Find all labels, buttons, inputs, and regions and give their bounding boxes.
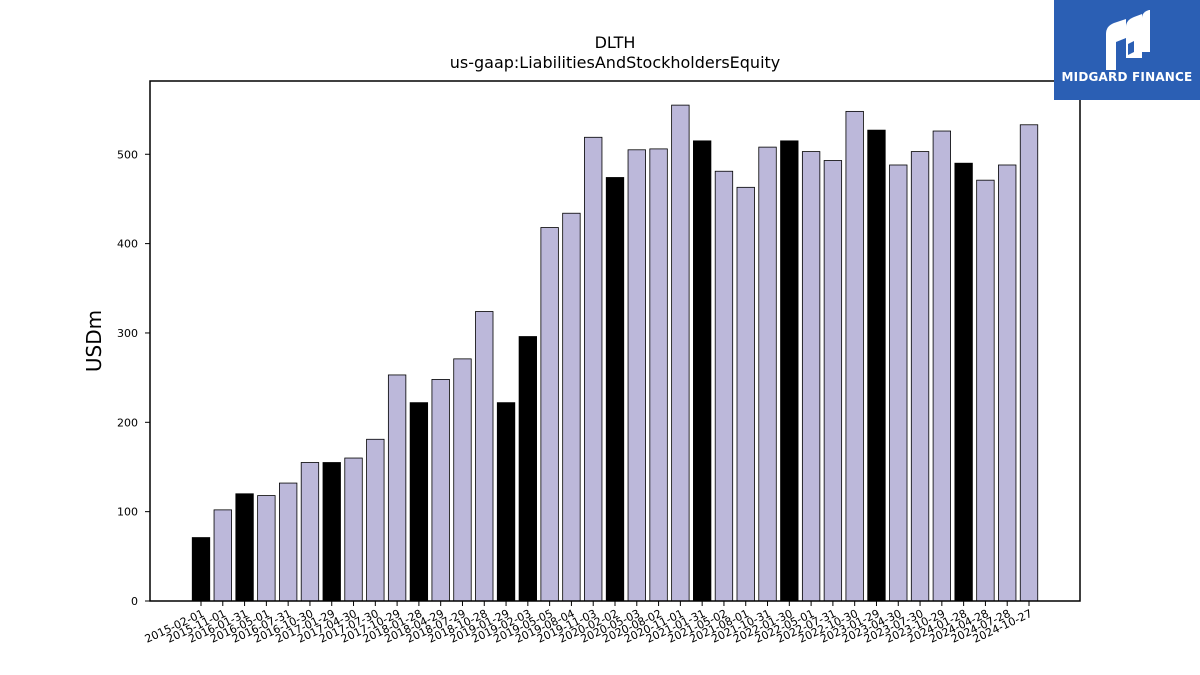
chart-subtitle: us-gaap:LiabilitiesAndStockholdersEquity: [450, 53, 781, 72]
bar-2017-10-29: [387, 374, 407, 602]
bar-2024-04-28: [976, 179, 995, 602]
bar-2020-05-03: [627, 149, 646, 602]
y-axis-ticks: 0 100 200 300 400 500: [117, 148, 150, 608]
bar-2020-02-02: [605, 177, 625, 602]
bar-2019-02-03: [518, 336, 537, 602]
bar-2021-10-31: [758, 146, 777, 602]
bar-2020-08-02: [649, 148, 668, 602]
bar-2019-11-03: [584, 136, 603, 602]
bar-2019-01-29: [496, 402, 516, 602]
midgard-logo-icon: [1106, 10, 1150, 70]
midgard-finance-logo: MIDGARD FINANCE: [1054, 0, 1200, 100]
y-tick-label: 0: [131, 595, 138, 608]
chart-title: DLTH: [595, 33, 636, 52]
bar-2017-07-30: [366, 438, 385, 602]
bar-2024-07-28: [998, 164, 1017, 602]
y-tick-label: 300: [117, 327, 138, 340]
bar-2018-04-29: [431, 379, 450, 602]
y-tick-label: 400: [117, 238, 138, 251]
bar-2017-01-29: [322, 462, 341, 602]
bar-2023-07-30: [910, 151, 930, 602]
bar-2022-07-31: [823, 160, 843, 602]
bar-2015-11-01: [213, 509, 232, 602]
bar-2015-02-01: [191, 537, 211, 602]
y-tick-label: 500: [117, 148, 138, 161]
y-tick-label: 100: [117, 506, 138, 519]
bar-2018-07-29: [453, 358, 472, 602]
bars: [191, 104, 1039, 602]
bar-2016-01-31: [235, 493, 254, 602]
bar-2016-05-01: [257, 495, 276, 602]
bar-2022-05-01: [801, 151, 821, 602]
logo-text: MIDGARD FINANCE: [1061, 70, 1193, 84]
bar-2019-08-04: [562, 212, 581, 602]
bar-2021-08-01: [736, 186, 755, 602]
x-axis-ticks: 2015-02-012015-11-012016-01-312016-05-01…: [143, 601, 1034, 646]
bar-2024-10-27: [1019, 124, 1039, 602]
bar-2016-10-30: [300, 462, 320, 602]
bar-2023-10-29: [932, 130, 951, 602]
y-axis-label: USDm: [82, 310, 106, 372]
bar-2023-04-30: [889, 164, 908, 602]
bar-2019-05-05: [540, 227, 559, 602]
bar-2016-07-31: [279, 482, 298, 602]
bar-2018-01-28: [409, 402, 429, 602]
bar-2017-04-30: [344, 457, 363, 602]
bar-2021-05-02: [714, 170, 734, 602]
bar-2022-10-30: [845, 110, 864, 602]
plot-frame: [149, 80, 1081, 602]
bar-2023-01-29: [867, 129, 886, 602]
y-tick-label: 200: [117, 416, 138, 429]
bar-2024-01-28: [954, 162, 973, 602]
bar-2021-01-31: [693, 140, 712, 602]
bar-2020-11-01: [671, 104, 690, 602]
bar-2018-10-28: [475, 311, 494, 602]
bar-2022-01-30: [780, 140, 799, 602]
